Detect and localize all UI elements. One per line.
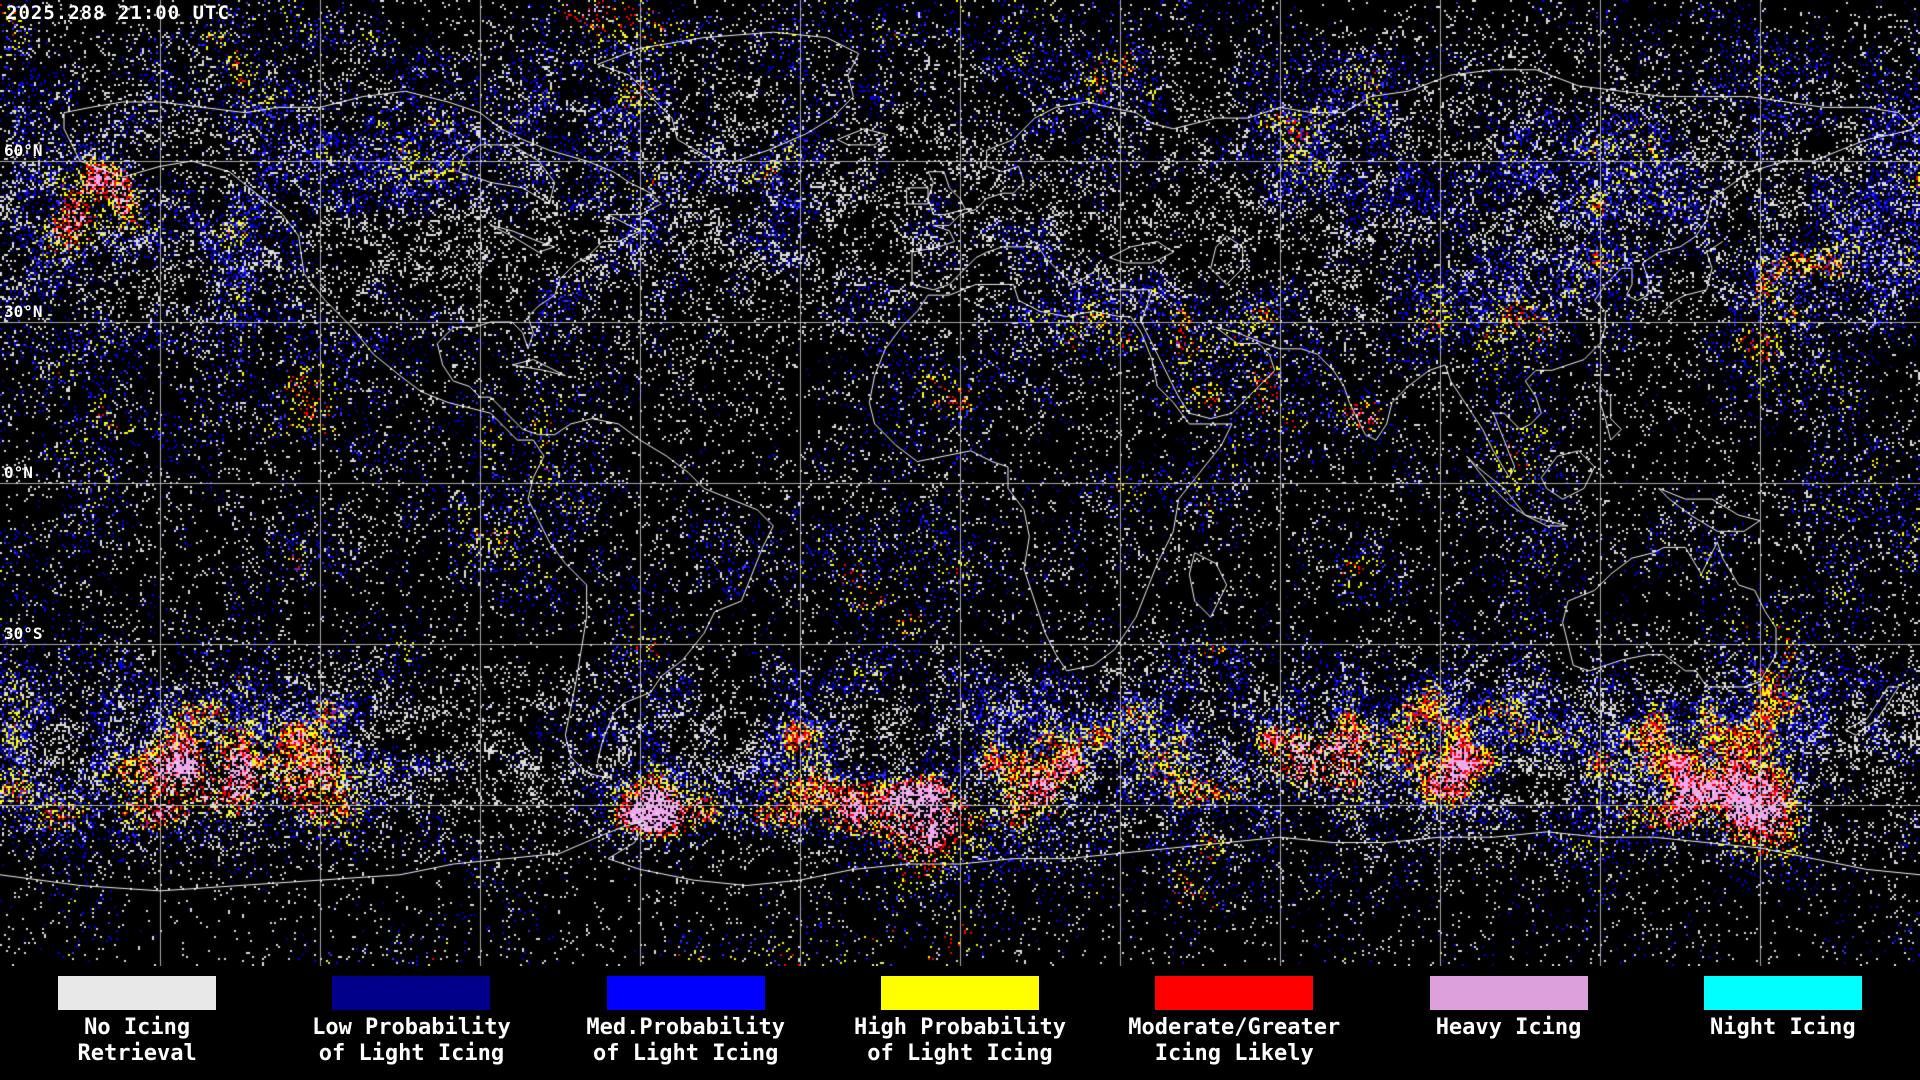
legend-swatch-heavy-icing [1429,976,1588,1010]
lat-label-60n: 60°N [4,141,43,160]
legend-label-heavy-icing: Heavy Icing [1435,1015,1582,1040]
legend-label-low-prob-light-icing: Low Probability of Light Icing [312,1015,511,1066]
legend-item-low-prob-light-icing: Low Probability of Light Icing [274,966,548,1080]
lat-label-30n: 30°N [4,302,43,321]
legend-swatch-low-prob-light-icing [332,976,491,1010]
legend-item-moderate-greater-icing: Moderate/Greater Icing Likely [1097,966,1371,1080]
legend-item-heavy-icing: Heavy Icing [1371,966,1645,1080]
lat-label-0n: 0°N [4,463,33,482]
legend-label-med-prob-light-icing: Med.Probability of Light Icing [586,1015,786,1066]
legend-item-high-prob-light-icing: High Probability of Light Icing [823,966,1097,1080]
world-icing-map-canvas [0,0,1920,966]
legend-label-night-icing: Night Icing [1709,1015,1856,1040]
timestamp-label: 2025.288 21:00 UTC [6,2,230,24]
legend-label-moderate-greater-icing: Moderate/Greater Icing Likely [1128,1015,1341,1066]
legend-label-no-icing-retrieval: No Icing Retrieval [77,1015,197,1066]
legend-item-med-prob-light-icing: Med.Probability of Light Icing [549,966,823,1080]
legend-item-night-icing: Night Icing [1646,966,1920,1080]
legend-swatch-moderate-greater-icing [1155,976,1314,1010]
legend-swatch-high-prob-light-icing [880,976,1039,1010]
legend-bar: No Icing Retrieval Low Probability of Light… [0,966,1920,1080]
legend-swatch-no-icing-retrieval [58,976,217,1010]
legend-swatch-night-icing [1703,976,1862,1010]
legend-swatch-med-prob-light-icing [606,976,765,1010]
lat-label-30s: 30°S [4,624,43,643]
legend-item-no-icing-retrieval: No Icing Retrieval [0,966,274,1080]
legend-label-high-prob-light-icing: High Probability of Light Icing [854,1015,1066,1066]
